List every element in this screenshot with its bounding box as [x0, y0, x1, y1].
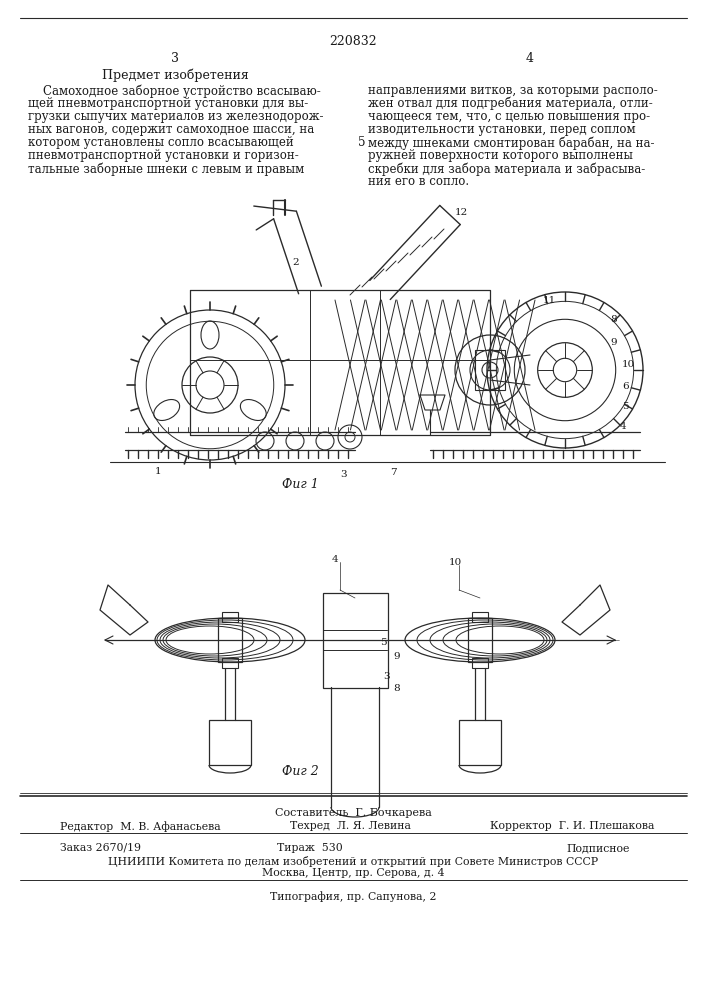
Text: направлениями витков, за которыми располо-: направлениями витков, за которыми распол… — [368, 84, 658, 97]
Text: 12: 12 — [455, 208, 468, 217]
Text: 2: 2 — [292, 258, 298, 267]
Text: 5: 5 — [358, 136, 366, 149]
Text: Редактор  М. В. Афанасьева: Редактор М. В. Афанасьева — [60, 821, 221, 832]
Text: 5: 5 — [622, 402, 629, 411]
Text: 3: 3 — [383, 672, 390, 681]
Bar — [472, 658, 488, 668]
Text: жен отвал для подгребания материала, отли-: жен отвал для подгребания материала, отл… — [368, 97, 653, 110]
Text: 8: 8 — [610, 315, 617, 324]
Bar — [459, 720, 501, 765]
Text: 4: 4 — [332, 555, 339, 564]
Text: Типография, пр. Сапунова, 2: Типография, пр. Сапунова, 2 — [270, 891, 436, 902]
Text: 7: 7 — [390, 468, 397, 477]
Text: Самоходное заборное устройство всасываю-: Самоходное заборное устройство всасываю- — [28, 84, 321, 98]
Text: 1: 1 — [155, 467, 162, 476]
Text: 4: 4 — [526, 52, 534, 65]
Bar — [468, 618, 492, 662]
Text: Составитель  Г. Бочкарева: Составитель Г. Бочкарева — [274, 808, 431, 818]
Text: ружней поверхности которого выполнены: ружней поверхности которого выполнены — [368, 149, 633, 162]
Text: ных вагонов, содержит самоходное шасси, на: ных вагонов, содержит самоходное шасси, … — [28, 123, 314, 136]
Text: чающееся тем, что, с целью повышения про-: чающееся тем, что, с целью повышения про… — [368, 110, 650, 123]
Text: щей пневмотранспортной установки для вы-: щей пневмотранспортной установки для вы- — [28, 97, 308, 110]
Text: Москва, Центр, пр. Серова, д. 4: Москва, Центр, пр. Серова, д. 4 — [262, 868, 444, 878]
Bar — [472, 612, 488, 622]
Text: Заказ 2670/19: Заказ 2670/19 — [60, 843, 141, 853]
Text: 3: 3 — [340, 470, 346, 479]
Bar — [222, 658, 238, 668]
Text: 10: 10 — [622, 360, 636, 369]
Bar — [218, 618, 242, 662]
Text: 6: 6 — [622, 382, 629, 391]
Bar — [222, 612, 238, 622]
Text: 3: 3 — [171, 52, 179, 65]
Text: тальные заборные шнеки с левым и правым: тальные заборные шнеки с левым и правым — [28, 162, 304, 176]
Text: Тираж  530: Тираж 530 — [277, 843, 343, 853]
Text: изводительности установки, перед соплом: изводительности установки, перед соплом — [368, 123, 636, 136]
Text: 10: 10 — [449, 558, 462, 567]
Text: ния его в сопло.: ния его в сопло. — [368, 175, 469, 188]
Text: 9: 9 — [393, 652, 399, 661]
Text: Фиг 2: Фиг 2 — [281, 765, 318, 778]
Text: 5: 5 — [380, 638, 387, 647]
Text: ЦНИИПИ Комитета по делам изобретений и открытий при Совете Министров СССР: ЦНИИПИ Комитета по делам изобретений и о… — [108, 856, 598, 867]
Text: пневмотранспортной установки и горизон-: пневмотранспортной установки и горизон- — [28, 149, 299, 162]
Bar — [475, 350, 505, 390]
Text: 220832: 220832 — [329, 35, 377, 48]
Text: Корректор  Г. И. Плешакова: Корректор Г. И. Плешакова — [490, 821, 655, 831]
Bar — [323, 593, 388, 688]
Text: котором установлены сопло всасывающей: котором установлены сопло всасывающей — [28, 136, 293, 149]
Text: 8: 8 — [393, 684, 399, 693]
Text: Фиг 1: Фиг 1 — [281, 478, 318, 491]
Bar — [209, 720, 251, 765]
Text: между шнеками смонтирован барабан, на на-: между шнеками смонтирован барабан, на на… — [368, 136, 655, 149]
Text: скребки для забора материала и забрасыва-: скребки для забора материала и забрасыва… — [368, 162, 645, 176]
Text: 9: 9 — [610, 338, 617, 347]
Text: 11: 11 — [543, 296, 556, 305]
Text: 4: 4 — [620, 422, 626, 431]
Text: грузки сыпучих материалов из железнодорож-: грузки сыпучих материалов из железнодоро… — [28, 110, 324, 123]
Text: Техред  Л. Я. Левина: Техред Л. Я. Левина — [290, 821, 411, 831]
Text: Подписное: Подписное — [566, 843, 630, 853]
Text: Предмет изобретения: Предмет изобретения — [102, 68, 248, 82]
